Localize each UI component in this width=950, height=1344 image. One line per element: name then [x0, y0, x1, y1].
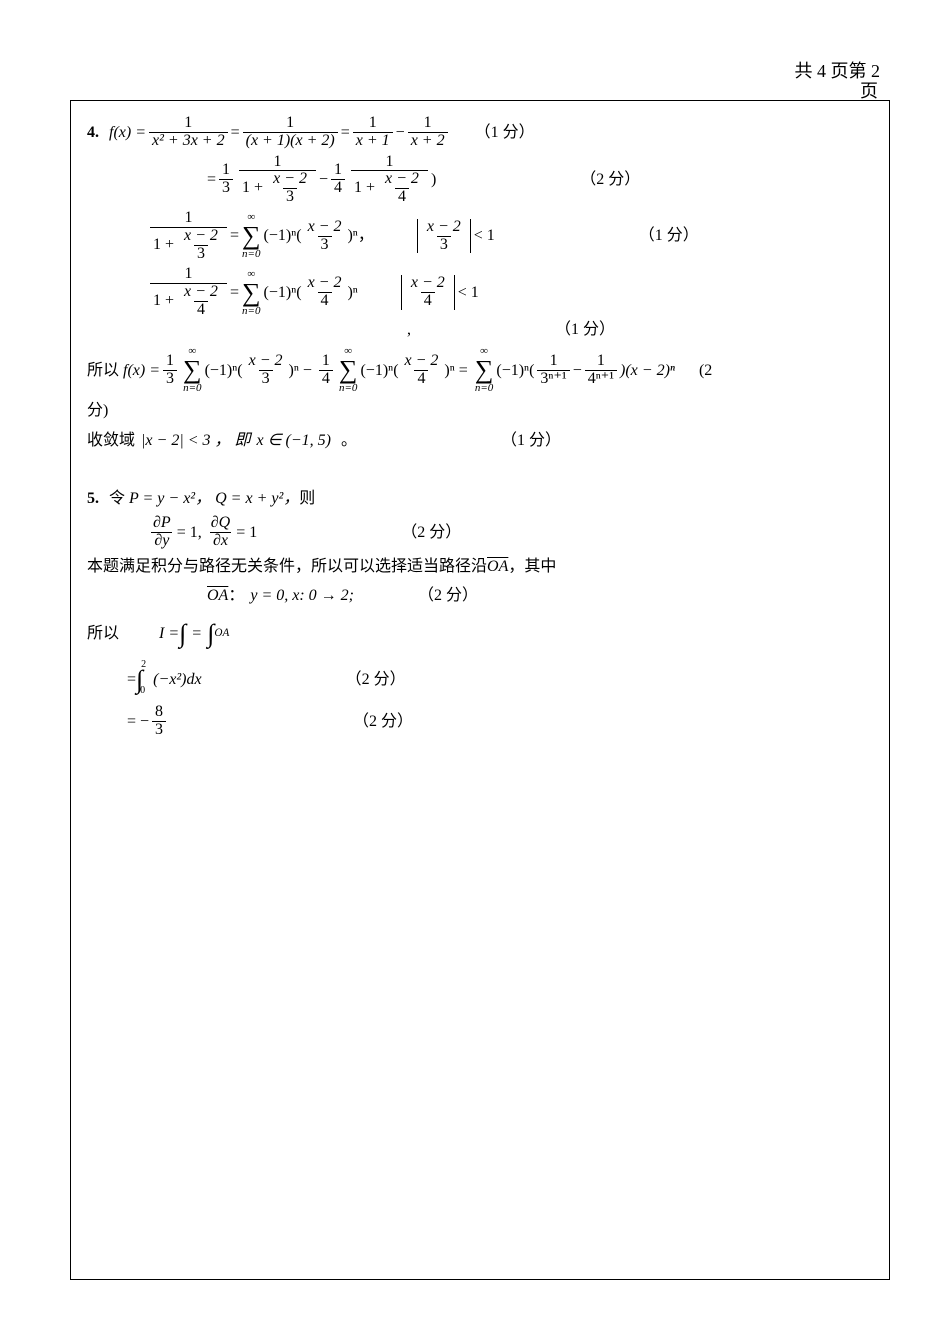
integral-icon: ∫	[179, 613, 186, 655]
q4-score1: （1 分）	[475, 120, 535, 146]
q5-result: = − 8 3 （2 分）	[127, 704, 873, 739]
q5-integral-1: 所以 I = ∫ = ∫OA	[87, 613, 873, 655]
q4-convergence: 收敛域 |x − 2| < 3 ， 即 x ∈ (−1, 5) 。 （1 分）	[87, 428, 873, 454]
page-header-line1: 共 4 页第 2	[795, 62, 881, 82]
q4-line3: 1 1 + x − 2 3 = ∞ ∑ n=0 (−1)ⁿ ( x − 2 3	[147, 210, 873, 262]
q5-line1: 5. 令 P = y − x²， Q = x + y²， 则	[87, 486, 873, 512]
frac-4: 1 x + 2	[408, 115, 448, 150]
q5-partials: ∂P ∂y = 1, ∂Q ∂x = 1 （2 分）	[147, 515, 873, 550]
content-box: 4. f(x) = 1 x² + 3x + 2 = 1 (x + 1)(x + …	[70, 100, 890, 1280]
sum-icon: ∞ ∑ n=0	[242, 212, 261, 260]
q4-line4: 1 1 + x − 2 4 = ∞ ∑ n=0 (−1)ⁿ ( x − 2 4	[147, 266, 873, 318]
q4-line2: = 1 3 1 1 + x − 2 3 − 1 4	[207, 154, 873, 206]
frac-1: 1 x² + 3x + 2	[149, 115, 228, 150]
q4-result: 所以 f(x) = 1 3 ∞ ∑ n=0 (−1)ⁿ ( x − 2 3 )ⁿ…	[87, 346, 873, 394]
frac-2: 1 (x + 1)(x + 2)	[243, 115, 338, 150]
frac-3: 1 x + 1	[353, 115, 393, 150]
q4-score2: （2 分）	[580, 167, 640, 193]
q4-line1: 4. f(x) = 1 x² + 3x + 2 = 1 (x + 1)(x + …	[87, 115, 873, 150]
q5-path-text: 本题满足积分与路径无关条件，所以可以选择适当路径沿 OA ，其中	[87, 554, 873, 580]
page-header-line2: 页	[795, 82, 881, 102]
q5-oa-path: OA ： y = 0, x: 0 → 2; （2 分）	[207, 583, 873, 609]
q4-number: 4.	[87, 120, 99, 146]
q5-integral-2: = ∫ 2 0 (−x²)dx （2 分）	[127, 659, 873, 701]
q4-fx: f(x) =	[109, 120, 146, 146]
page-header: 共 4 页第 2 页	[795, 62, 881, 102]
